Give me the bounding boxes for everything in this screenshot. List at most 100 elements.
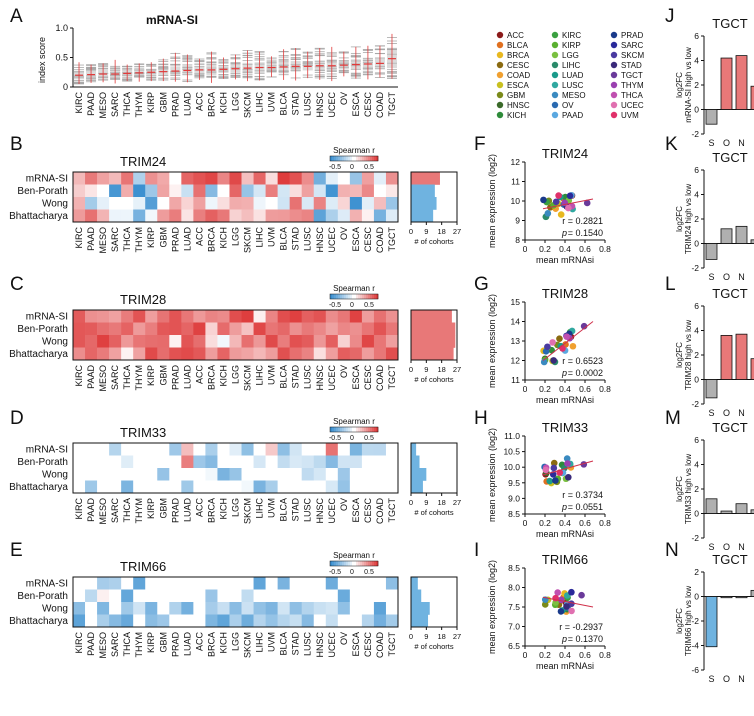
colorbar-segment (362, 427, 365, 432)
heatmap-cell (289, 602, 303, 615)
cohort-tick-label: 27 (453, 365, 461, 374)
heatmap-cell (337, 468, 351, 481)
panel-a-box-thym (134, 63, 145, 82)
bar-xlabel: N (738, 138, 745, 148)
colorbar-segment (342, 294, 345, 299)
bar-xlabel: O (723, 138, 730, 148)
colorbar-segment (340, 294, 343, 299)
scatter-point (550, 464, 558, 472)
heatmap-cell (145, 602, 158, 615)
heatmap-cell (349, 184, 363, 198)
heatmap-cell (277, 172, 290, 185)
heatmap-cell (121, 322, 134, 336)
colorbar-segment (330, 156, 333, 161)
heatmap-cell (109, 347, 122, 361)
heatmap-cell (193, 589, 206, 603)
panel-d-xlabel: OV (339, 498, 349, 511)
panel-b-xlabel: BRCA (206, 227, 216, 252)
panel-d-title: TRIM33 (120, 425, 166, 440)
heatmap-cell (133, 577, 146, 590)
heatmap-cell (325, 347, 339, 361)
heatmap-cell (121, 172, 134, 185)
panel-a-box-gbm (158, 58, 169, 82)
panel-b-xlabel: KIRC (74, 227, 84, 249)
cohort-axis-label: # of cohorts (414, 237, 453, 246)
heatmap-cell (133, 347, 146, 361)
panel-a-boxplot: mRNA-SI index score 0 0.5 1.0 KIRC PAAD MESO SAR… (37, 13, 398, 119)
scatter-xtick-label: 0 (523, 244, 528, 254)
bar-k (750, 239, 754, 244)
scatter-ytick-label: 11.0 (504, 431, 520, 441)
cohort-frame (410, 309, 458, 361)
cohort-frame (410, 442, 458, 494)
colorbar-segment (364, 427, 367, 432)
panel-d-xlabel: KICH (218, 498, 228, 520)
heatmap-cell (253, 480, 266, 494)
heatmap-cell (229, 589, 242, 603)
colorbar-segment (332, 294, 335, 299)
legend-label-gbm: GBM (507, 91, 526, 100)
bar-o (720, 228, 733, 244)
heatmap-cell (277, 589, 290, 603)
scatter-point (557, 596, 565, 604)
legend-label-kirp: KIRP (562, 41, 581, 50)
colorbar-segment (372, 427, 375, 432)
heatmap-cell (241, 443, 254, 456)
heatmap-cell (133, 443, 146, 456)
legend-marker-tgct (610, 71, 618, 79)
heatmap-cell (109, 480, 122, 494)
colorbar-segment (336, 294, 339, 299)
cohort-tick-label: 18 (437, 632, 445, 641)
heatmap-cell (325, 455, 339, 469)
heatmap-cell (205, 589, 218, 603)
panel-b-heatmap: TRIM24 Spearman r -0.5 0 0.5 mRNA-SI Ben-Porat… (9, 146, 461, 254)
heatmap-cell (241, 209, 254, 223)
heatmap-cell (337, 443, 351, 456)
panel-e-xlabel: MESO (98, 632, 108, 659)
cohort-bar (411, 197, 437, 210)
cohort-tick-label: 9 (424, 498, 428, 507)
heatmap-cell (85, 455, 98, 469)
heatmap-cell (121, 310, 134, 323)
bar-xlabel: O (723, 408, 730, 418)
bar-ytick-label: 2 (694, 80, 699, 90)
bar-xlabel: O (723, 674, 730, 684)
heatmap-cell (385, 455, 399, 469)
panel-c-xlabel: MESO (98, 365, 108, 392)
heatmap-cell (109, 455, 122, 469)
heatmap-cell (313, 335, 327, 348)
panel-i-title: TRIM66 (542, 552, 588, 567)
heatmap-cell (265, 172, 278, 185)
heatmap-cell (301, 197, 315, 210)
bar-n (735, 333, 748, 380)
scatter-xtick-label: 0.6 (579, 244, 591, 254)
scatter-xlabel: mean mRNAsi (536, 529, 594, 539)
heatmap-cell (133, 589, 146, 603)
heatmap-cell (301, 614, 315, 628)
heatmap-cell (337, 197, 351, 210)
heatmap-cell (181, 322, 194, 336)
legend-marker-skcm (610, 51, 618, 59)
heatmap-cell (337, 184, 351, 198)
scatter-ytick-label: 12 (511, 157, 521, 167)
legend-label-sarc: SARC (621, 41, 643, 50)
panel-b-xlabel: THCA (122, 227, 132, 252)
scatter-point (546, 477, 554, 485)
panel-a-box-lihc (254, 51, 265, 81)
legend-label-skcm: SKCM (621, 51, 644, 60)
legend-marker-coad (496, 71, 504, 79)
colorbar-segment (334, 561, 337, 566)
heatmap-cell (241, 347, 254, 361)
panel-d-xlabel: ACC (194, 498, 204, 518)
heatmap-cell (145, 589, 158, 603)
bar-xlabel: S (708, 272, 714, 282)
cohort-bar (411, 614, 429, 628)
panel-a-title: mRNA-SI (146, 13, 198, 27)
heatmap-cell (145, 614, 158, 628)
panel-letter-j: J (665, 6, 675, 27)
heatmap-cell (241, 322, 254, 336)
colorbar-segment (354, 294, 357, 299)
panel-a-box-lgg (230, 54, 241, 80)
panel-b-xlabel: ACC (194, 227, 204, 247)
heatmap-cell (109, 577, 122, 590)
